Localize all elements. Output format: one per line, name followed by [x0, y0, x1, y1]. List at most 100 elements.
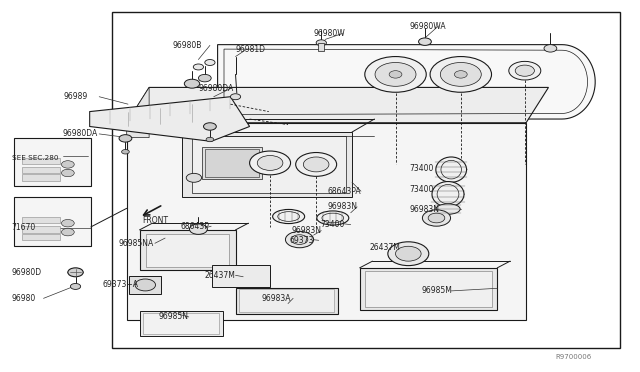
- Bar: [22, 226, 60, 232]
- Polygon shape: [90, 97, 250, 141]
- Text: 71670: 71670: [12, 223, 36, 232]
- Ellipse shape: [273, 209, 305, 224]
- Text: 73400: 73400: [320, 220, 344, 229]
- Text: 68643P: 68643P: [180, 222, 209, 231]
- Circle shape: [205, 60, 215, 65]
- Text: 96985M: 96985M: [421, 286, 452, 295]
- Bar: [146, 234, 229, 267]
- Text: 96980W: 96980W: [314, 29, 346, 38]
- Circle shape: [61, 161, 74, 168]
- Circle shape: [389, 71, 402, 78]
- Text: 73400: 73400: [410, 185, 434, 194]
- Polygon shape: [318, 43, 324, 51]
- Text: 96980DA: 96980DA: [63, 129, 98, 138]
- Circle shape: [257, 155, 283, 170]
- Circle shape: [388, 242, 429, 266]
- Circle shape: [291, 235, 308, 244]
- Ellipse shape: [436, 204, 460, 214]
- Text: 96980D: 96980D: [12, 268, 42, 277]
- Circle shape: [193, 64, 204, 70]
- Ellipse shape: [436, 157, 467, 182]
- Circle shape: [430, 57, 492, 92]
- Bar: [112, 12, 620, 348]
- Bar: [14, 197, 91, 246]
- Bar: [212, 265, 270, 287]
- Circle shape: [316, 40, 326, 46]
- Text: 26437M: 26437M: [205, 271, 236, 280]
- Text: R9700006: R9700006: [556, 354, 592, 360]
- Circle shape: [206, 137, 214, 142]
- Bar: [22, 217, 60, 223]
- Text: 96980: 96980: [12, 294, 36, 303]
- Circle shape: [285, 231, 314, 248]
- Circle shape: [122, 150, 129, 154]
- Bar: [22, 234, 60, 240]
- Circle shape: [61, 169, 74, 177]
- Circle shape: [135, 279, 156, 291]
- Circle shape: [422, 210, 451, 226]
- Text: 96983N: 96983N: [292, 226, 322, 235]
- Text: 96980B: 96980B: [173, 41, 202, 50]
- Circle shape: [365, 57, 426, 92]
- Bar: [182, 132, 352, 197]
- Text: 68643PA: 68643PA: [328, 187, 362, 196]
- Text: SEE SEC.280: SEE SEC.280: [12, 155, 58, 161]
- Circle shape: [184, 79, 200, 88]
- Bar: [365, 271, 492, 307]
- Text: 96983A: 96983A: [261, 294, 291, 303]
- Text: 26437M: 26437M: [370, 243, 401, 252]
- Ellipse shape: [317, 211, 349, 225]
- Text: 96985N: 96985N: [159, 312, 189, 321]
- Polygon shape: [127, 123, 526, 320]
- Text: 96985NA: 96985NA: [118, 239, 154, 248]
- Bar: [140, 230, 236, 270]
- Bar: [192, 136, 346, 193]
- Circle shape: [186, 173, 202, 182]
- Circle shape: [61, 228, 74, 236]
- Polygon shape: [127, 87, 548, 123]
- Text: 96983N: 96983N: [410, 205, 440, 214]
- Circle shape: [509, 61, 541, 80]
- Circle shape: [230, 94, 241, 100]
- Ellipse shape: [432, 182, 464, 207]
- Circle shape: [515, 65, 534, 76]
- Text: FRONT: FRONT: [142, 216, 168, 225]
- Circle shape: [419, 38, 431, 45]
- Circle shape: [70, 283, 81, 289]
- Bar: [143, 313, 219, 334]
- Text: 73400: 73400: [410, 164, 434, 173]
- Circle shape: [198, 74, 211, 82]
- Circle shape: [119, 135, 132, 142]
- Circle shape: [68, 268, 83, 277]
- Circle shape: [250, 151, 291, 175]
- Bar: [202, 147, 262, 179]
- Bar: [22, 167, 60, 173]
- Bar: [239, 289, 334, 312]
- Bar: [22, 158, 60, 164]
- Bar: [360, 268, 497, 310]
- Text: 96983N: 96983N: [328, 202, 358, 211]
- Bar: [22, 174, 60, 181]
- Bar: [140, 311, 223, 336]
- Circle shape: [61, 219, 74, 227]
- Text: 96989: 96989: [64, 92, 88, 101]
- Circle shape: [428, 213, 445, 223]
- Text: 96981D: 96981D: [236, 45, 266, 54]
- Circle shape: [303, 157, 329, 172]
- Circle shape: [189, 224, 207, 234]
- Polygon shape: [127, 87, 149, 138]
- Circle shape: [396, 246, 421, 261]
- Text: 69373: 69373: [289, 236, 314, 245]
- Bar: [205, 149, 259, 177]
- Text: 96980WA: 96980WA: [410, 22, 446, 31]
- Polygon shape: [218, 45, 595, 119]
- Circle shape: [204, 123, 216, 130]
- Circle shape: [375, 62, 416, 86]
- Text: 69373+A: 69373+A: [102, 280, 138, 289]
- Circle shape: [454, 71, 467, 78]
- Circle shape: [440, 62, 481, 86]
- Bar: [14, 138, 91, 186]
- Text: 96980DA: 96980DA: [198, 84, 234, 93]
- Circle shape: [544, 45, 557, 52]
- Bar: [129, 276, 161, 294]
